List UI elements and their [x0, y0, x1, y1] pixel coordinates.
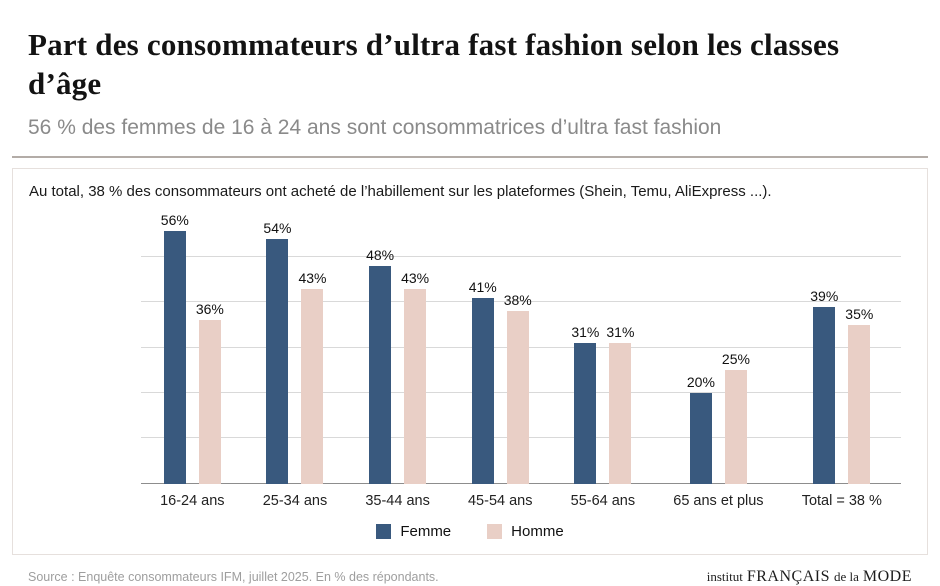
bar-homme	[506, 311, 529, 484]
bar-wrap: 38%	[504, 212, 532, 484]
bar-group: 39% 35% Total = 38 %	[802, 212, 882, 509]
chart-panel: Au total, 38 % des consommateurs ont ach…	[12, 167, 928, 555]
bar-value-label: 54%	[263, 219, 292, 236]
bar-femme	[689, 392, 712, 484]
bar-pair: 54% 43%	[263, 212, 326, 484]
bar-value-label: 20%	[686, 373, 715, 390]
bar-group: 20% 25% 65 ans et plus	[673, 212, 764, 509]
x-axis-label: 35-44 ans	[365, 492, 430, 509]
x-axis-label: Total = 38 %	[801, 492, 882, 509]
bar-wrap: 31%	[606, 212, 634, 484]
bar-groups: 56% 36% 16-24 ans 54% 43% 25-34 ans 48% 43% 35-4…	[141, 212, 901, 509]
bar-pair: 56% 36%	[161, 212, 224, 484]
x-axis-label: 16-24 ans	[160, 492, 225, 509]
bar-pair: 31% 31%	[571, 212, 634, 484]
legend-label: Homme	[511, 522, 564, 540]
bar-femme	[163, 230, 186, 484]
bar-wrap: 54%	[263, 212, 291, 484]
x-axis-label: 55-64 ans	[570, 492, 636, 509]
bar-wrap: 20%	[687, 212, 715, 484]
bar-group: 31% 31% 55-64 ans	[571, 212, 636, 509]
bar-femme	[266, 238, 289, 484]
bar-value-label: 41%	[468, 278, 497, 295]
bar-homme	[301, 288, 324, 484]
page-title: Part des consommateurs d’ultra fast fash…	[28, 27, 840, 101]
bar-wrap: 48%	[366, 212, 394, 484]
bar-pair: 20% 25%	[687, 212, 750, 484]
bar-value-label: 31%	[606, 323, 635, 340]
x-axis-label: 25-34 ans	[262, 492, 328, 509]
bar-wrap: 35%	[845, 212, 873, 484]
bar-femme	[574, 342, 597, 484]
bar-group: 56% 36% 16-24 ans	[160, 212, 225, 509]
bar-wrap: 56%	[161, 212, 189, 484]
bar-group: 54% 43% 25-34 ans	[263, 212, 328, 509]
bar-wrap: 39%	[810, 212, 838, 484]
bar-value-label: 39%	[810, 287, 839, 304]
bar-homme	[848, 324, 871, 484]
bar-wrap: 36%	[196, 212, 224, 484]
x-axis-label: 45-54 ans	[467, 492, 533, 509]
legend-swatch	[376, 523, 392, 539]
bar-value-label: 31%	[571, 323, 600, 340]
gridline	[141, 301, 901, 303]
bar-value-label: 35%	[845, 305, 874, 322]
bar-value-label: 48%	[366, 246, 395, 263]
legend-label: Femme	[400, 522, 452, 540]
bar-femme	[813, 306, 836, 484]
bar-homme	[404, 288, 427, 484]
bar-wrap: 41%	[469, 212, 497, 484]
footer: Source : Enquête consommateurs IFM, juil…	[12, 555, 928, 586]
x-axis-label: 65 ans et plus	[673, 492, 764, 509]
bar-femme	[471, 297, 494, 484]
legend-swatch	[487, 523, 503, 539]
chart-body: 56% 36% 16-24 ans 54% 43% 25-34 ans 48% 43% 35-4…	[141, 212, 901, 509]
bar-homme	[724, 370, 747, 484]
logo-word: MODE	[862, 567, 912, 585]
bar-homme	[609, 342, 632, 484]
page-subtitle: 56 % des femmes de 16 à 24 ans sont cons…	[28, 115, 722, 139]
legend-item-homme: Homme	[487, 523, 564, 540]
legend: Femme Homme	[29, 523, 911, 540]
legend-item-femme: Femme	[376, 523, 451, 540]
bar-wrap: 31%	[571, 212, 599, 484]
bar-group: 41% 38% 45-54 ans	[468, 212, 533, 509]
bar-pair: 41% 38%	[469, 212, 532, 484]
source-note: Source : Enquête consommateurs IFM, juil…	[28, 569, 439, 584]
bar-chart: 56% 36% 16-24 ans 54% 43% 25-34 ans 48% 43% 35-4…	[141, 212, 901, 509]
bar-value-label: 43%	[298, 269, 327, 286]
bar-value-label: 38%	[503, 292, 532, 309]
bar-value-label: 25%	[721, 351, 750, 368]
logo-word: FRANÇAIS	[746, 567, 830, 585]
gridline	[141, 255, 901, 257]
bar-value-label: 36%	[195, 301, 224, 318]
ifm-logo: institut FRANÇAIS de la MODE	[707, 568, 912, 586]
logo-word: institut	[706, 568, 743, 584]
logo-word: de la	[833, 568, 859, 584]
bar-wrap: 43%	[401, 212, 429, 484]
bar-femme	[369, 265, 392, 484]
header: Part des consommateurs d’ultra fast fash…	[12, 10, 928, 140]
bar-wrap: 25%	[722, 212, 750, 484]
bar-value-label: 56%	[160, 211, 189, 228]
bar-pair: 48% 43%	[366, 212, 429, 484]
bar-wrap: 43%	[298, 212, 326, 484]
header-divider	[12, 155, 928, 158]
bar-pair: 39% 35%	[810, 212, 873, 484]
chart-annotation: Au total, 38 % des consommateurs ont ach…	[29, 182, 772, 200]
bar-group: 48% 43% 35-44 ans	[365, 212, 430, 509]
bar-value-label: 43%	[401, 269, 430, 286]
bar-homme	[198, 320, 221, 484]
